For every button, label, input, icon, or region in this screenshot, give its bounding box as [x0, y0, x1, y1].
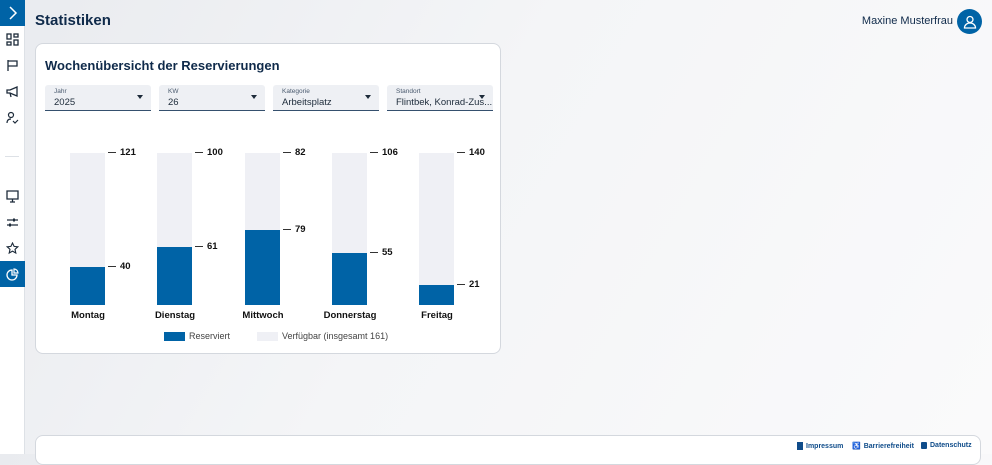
label-reserved: 55 — [370, 247, 393, 258]
filter-label: Jahr — [54, 88, 67, 95]
weekly-overview-card: Wochenübersicht der Reservierungen Jahr 2… — [35, 43, 501, 354]
footer: Impressum ♿ Barrierefreiheit Datenschutz — [35, 435, 981, 465]
accessibility-link[interactable]: ♿ Barrierefreiheit — [852, 442, 914, 451]
day-label: Freitag — [421, 310, 453, 321]
filter-value: 2025 — [54, 97, 76, 108]
page-title: Statistiken — [35, 12, 111, 29]
user-name: Maxine Musterfrau — [861, 15, 953, 27]
caret-down-icon — [137, 95, 143, 99]
sidebar-item-favorites[interactable] — [0, 235, 25, 261]
caret-down-icon — [251, 95, 257, 99]
bar-freitag — [419, 153, 454, 305]
card-title: Wochenübersicht der Reservierungen — [45, 58, 280, 73]
impressum-link[interactable]: Impressum — [797, 442, 843, 450]
expand-sidebar-button[interactable] — [0, 0, 25, 26]
accessibility-icon: ♿ — [852, 443, 861, 450]
bar-reserved — [245, 230, 280, 305]
bar-reserved — [70, 267, 105, 305]
lock-icon — [921, 442, 927, 449]
legend-swatch-reserved — [164, 331, 185, 341]
sidebar-item-statistics[interactable] — [0, 261, 25, 287]
megaphone-icon — [6, 85, 18, 97]
day-label: Donnerstag — [323, 310, 377, 321]
filter-value: Arbeitsplatz — [282, 97, 332, 108]
caret-down-icon — [365, 95, 371, 99]
monitor-icon — [6, 189, 19, 203]
privacy-link[interactable]: Datenschutz — [921, 442, 972, 449]
day-label: Mittwoch — [242, 310, 284, 321]
sidebar-divider — [5, 156, 19, 157]
chart-legend: Reserviert Verfügbar (insgesamt 161) — [164, 331, 388, 341]
sidebar-item-dashboard[interactable] — [0, 26, 25, 52]
user-icon — [963, 15, 976, 29]
filter-label: KW — [168, 88, 179, 95]
legend-swatch-available — [257, 331, 279, 341]
caret-down-icon — [479, 95, 485, 99]
label-reserved: 21 — [457, 279, 480, 290]
bar-reserved — [332, 253, 367, 305]
filter-standort-select[interactable]: Standort Flintbek, Konrad-Zus... — [387, 85, 493, 111]
filter-label: Kategorie — [282, 88, 310, 95]
filter-kw-select[interactable]: KW 26 — [159, 85, 265, 111]
avatar[interactable] — [957, 9, 982, 34]
dashboard-icon — [6, 32, 19, 46]
label-reserved: 61 — [195, 241, 218, 252]
label-reserved: 40 — [108, 261, 131, 272]
label-available: 140 — [457, 147, 485, 158]
sidebar-item-announcements[interactable] — [0, 78, 25, 104]
sidebar — [0, 0, 25, 454]
sliders-icon — [7, 218, 18, 226]
filter-value: Flintbek, Konrad-Zus... — [396, 97, 493, 108]
filter-value: 26 — [168, 97, 179, 108]
day-label: Montag — [71, 310, 105, 321]
user-check-icon — [6, 111, 19, 124]
flag-icon — [7, 59, 18, 71]
label-available: 106 — [370, 147, 398, 158]
bar-reserved — [419, 285, 454, 305]
day-label: Dienstag — [154, 310, 196, 321]
filter-jahr-select[interactable]: Jahr 2025 — [45, 85, 151, 111]
bar-montag — [70, 153, 105, 305]
label-available: 82 — [283, 147, 306, 158]
label-available: 121 — [108, 147, 136, 158]
sidebar-item-settings[interactable] — [0, 209, 25, 235]
sidebar-item-monitor[interactable] — [0, 183, 25, 209]
filter-kategorie-select[interactable]: Kategorie Arbeitsplatz — [273, 85, 379, 111]
star-icon — [6, 241, 19, 254]
sidebar-item-flag[interactable] — [0, 52, 25, 78]
legend-label-reserved: Reserviert — [189, 331, 231, 341]
filter-label: Standort — [396, 88, 421, 95]
bar-mittwoch — [245, 153, 280, 305]
bar-donnerstag — [332, 153, 367, 305]
bar-reserved — [157, 247, 192, 305]
label-available: 100 — [195, 147, 223, 158]
pie-chart-icon — [6, 267, 19, 281]
chevron-right-icon — [8, 6, 17, 20]
document-icon — [797, 442, 803, 450]
sidebar-item-checkin[interactable] — [0, 104, 25, 130]
label-reserved: 79 — [283, 224, 306, 235]
legend-label-available: Verfügbar (insgesamt 161) — [282, 331, 389, 341]
bar-dienstag — [157, 153, 192, 305]
